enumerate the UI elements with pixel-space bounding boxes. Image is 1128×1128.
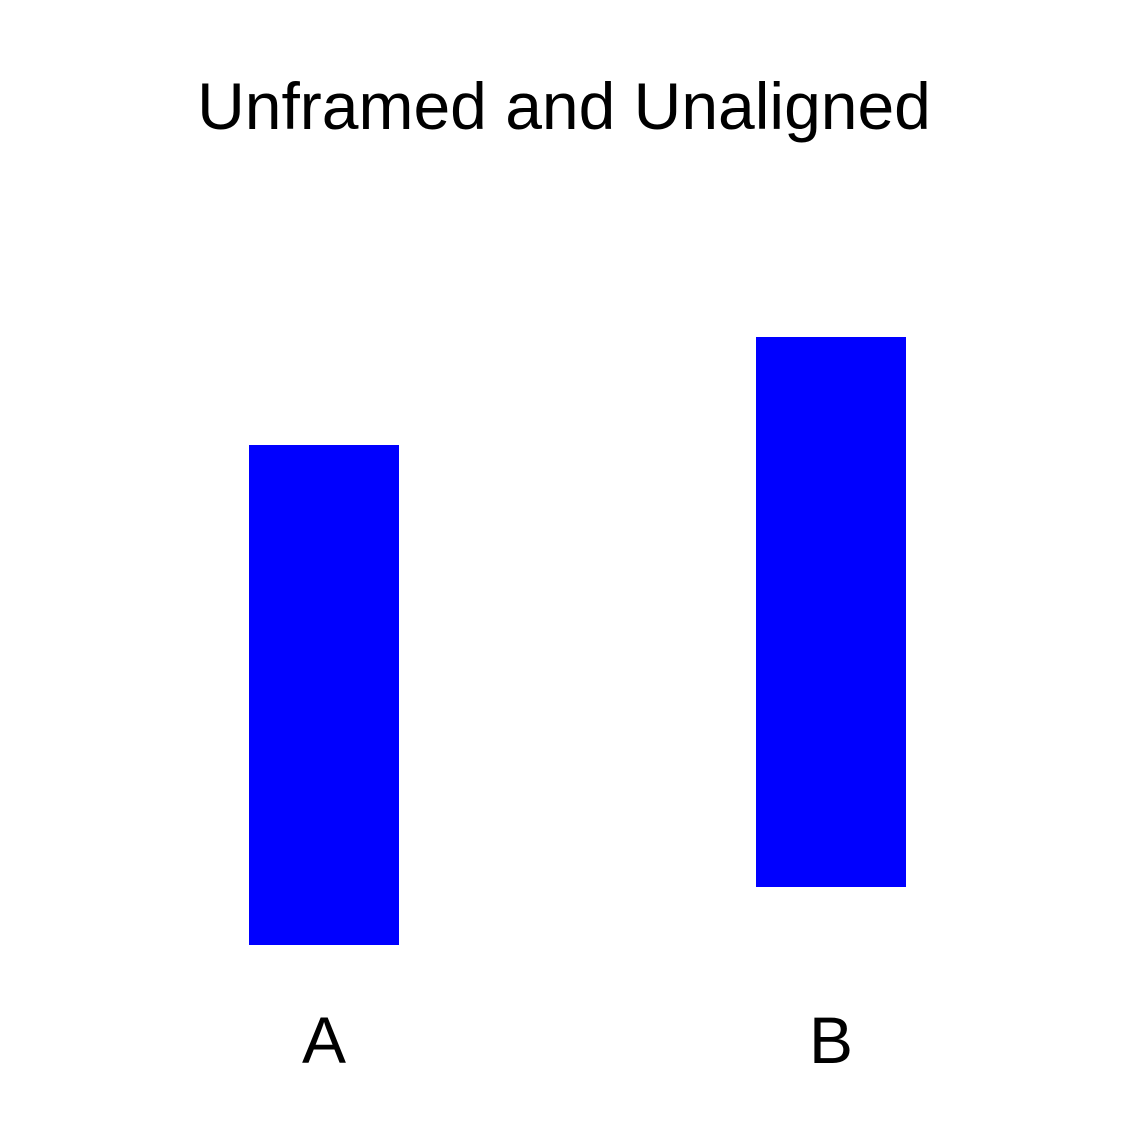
category-label-b: B — [808, 1003, 854, 1077]
bar-a — [249, 445, 399, 945]
bar-b — [756, 337, 906, 887]
category-label-a: A — [301, 1003, 347, 1077]
chart-title: Unframed and Unaligned — [197, 69, 931, 143]
